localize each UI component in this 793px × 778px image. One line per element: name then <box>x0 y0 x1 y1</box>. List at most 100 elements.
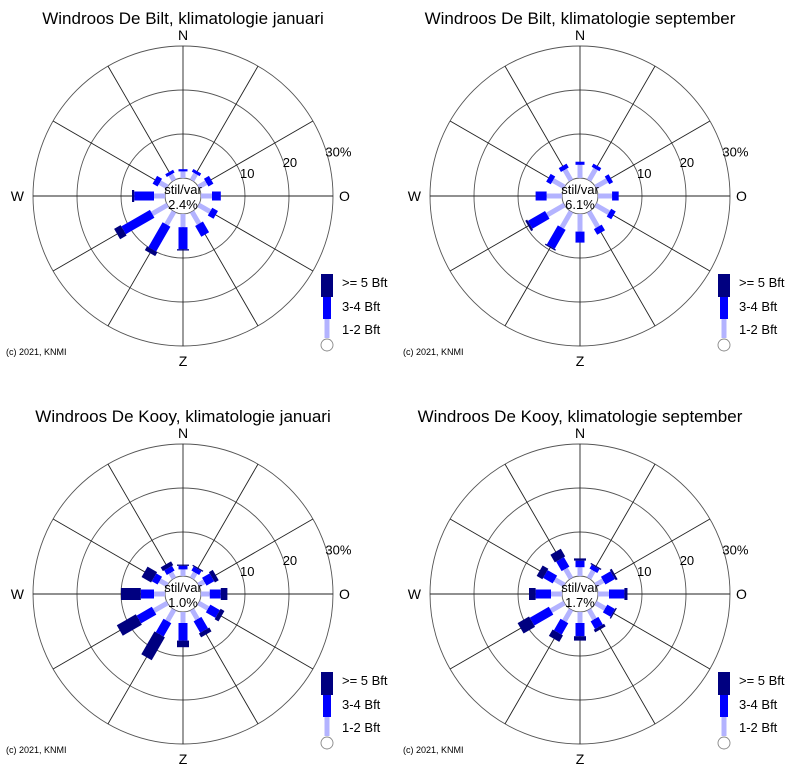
bar-240deg-light <box>547 205 564 215</box>
bar-60deg-moderate <box>204 577 212 581</box>
bar-210deg-light <box>167 212 174 225</box>
legend-label-moderate: 3-4 Bft <box>739 697 778 712</box>
bar-240deg-light <box>152 205 167 214</box>
bar-150deg-light <box>589 212 598 227</box>
compass-west: W <box>408 188 422 204</box>
bar-120deg-light <box>199 603 209 609</box>
bar-300deg-moderate <box>545 574 555 580</box>
grid-spoke <box>192 66 258 180</box>
ring-label: 10 <box>637 166 651 181</box>
compass-north: N <box>178 27 188 43</box>
ring-label: 30% <box>325 543 351 558</box>
bar-30deg-light <box>589 571 593 579</box>
legend-label-strong: >= 5 Bft <box>342 673 388 688</box>
compass-west: W <box>408 586 422 602</box>
legend-label-strong: >= 5 Bft <box>739 673 785 688</box>
legend-swatch-light <box>722 717 727 736</box>
grid-spoke <box>53 121 167 187</box>
bar-330deg-moderate <box>169 172 171 175</box>
compass-north: N <box>575 425 585 441</box>
legend-calm-circle <box>321 339 333 351</box>
bar-30deg-strong <box>596 566 597 567</box>
ring-label: 30% <box>722 543 748 558</box>
bar-120deg-strong <box>218 614 222 616</box>
credit-text: (c) 2021, KNMI <box>6 745 67 755</box>
legend-swatch-strong <box>718 672 730 695</box>
legend-label-light: 1-2 Bft <box>342 322 381 337</box>
chart-title: Windroos De Bilt, klimatologie januari <box>42 9 324 28</box>
bar-300deg-moderate <box>154 577 160 580</box>
calm-label: stil/var <box>561 182 599 197</box>
legend-swatch-strong <box>718 274 730 297</box>
legend-swatch-light <box>325 717 330 736</box>
bar-210deg-light <box>564 610 571 621</box>
bar-300deg-moderate <box>155 180 160 183</box>
calm-value: 6.1% <box>565 197 595 212</box>
bar-330deg-light <box>566 569 572 579</box>
bar-30deg-light <box>192 573 195 579</box>
bar-300deg-strong <box>540 571 546 574</box>
bar-240deg-moderate <box>124 214 153 231</box>
grid-spoke <box>589 66 655 180</box>
legend-label-light: 1-2 Bft <box>342 720 381 735</box>
bar-300deg-moderate <box>548 178 553 181</box>
calm-value: 2.4% <box>168 197 198 212</box>
legend-swatch-light <box>325 319 330 338</box>
legend-swatch-moderate <box>323 695 331 717</box>
grid-spoke <box>192 464 258 578</box>
bar-30deg-moderate <box>593 567 595 571</box>
ring-label: 10 <box>637 564 651 579</box>
compass-north: N <box>178 425 188 441</box>
bar-210deg-strong <box>550 247 551 248</box>
compass-south: Z <box>179 751 188 767</box>
bar-330deg-moderate <box>560 559 566 569</box>
bar-210deg-light <box>562 212 571 228</box>
bar-60deg-strong <box>212 575 216 577</box>
bar-240deg-strong <box>120 620 139 631</box>
legend-swatch-strong <box>321 672 333 695</box>
grid-spoke <box>589 464 655 578</box>
calm-label: stil/var <box>561 580 599 595</box>
grid-spoke <box>450 121 564 187</box>
wind-rose-panel: Windroos De Kooy, klimatologie september… <box>397 398 793 778</box>
grid-spoke <box>108 464 174 578</box>
compass-north: N <box>575 27 585 43</box>
credit-text: (c) 2021, KNMI <box>6 347 67 357</box>
bar-240deg-strong <box>117 230 123 234</box>
bar-240deg-moderate <box>532 611 551 622</box>
bar-60deg-moderate <box>603 575 613 581</box>
bar-60deg-strong <box>613 574 615 575</box>
wind-rose-grid: Windroos De Bilt, klimatologie januari N Z… <box>0 0 793 760</box>
compass-west: W <box>11 586 25 602</box>
calm-value: 1.0% <box>168 595 198 610</box>
bar-330deg-strong <box>556 552 560 560</box>
compass-east: O <box>736 586 747 602</box>
legend-calm-circle <box>718 339 730 351</box>
bar-210deg-moderate <box>551 228 562 247</box>
bar-30deg-strong <box>198 568 199 569</box>
compass-east: O <box>339 586 350 602</box>
bar-240deg-moderate <box>139 611 154 620</box>
bar-30deg-light <box>589 169 596 180</box>
bar-330deg-light <box>171 573 174 579</box>
bar-30deg-moderate <box>195 569 197 573</box>
legend-swatch-moderate <box>720 297 728 319</box>
calm-label: stil/var <box>164 182 202 197</box>
legend-swatch-moderate <box>720 695 728 717</box>
bar-150deg-moderate <box>598 227 601 233</box>
chart-title: Windroos De Kooy, klimatologie januari <box>35 407 330 426</box>
bar-330deg-moderate <box>563 166 565 170</box>
ring-label: 20 <box>680 553 694 568</box>
grid-spoke <box>199 519 313 585</box>
calm-label: stil/var <box>164 580 202 595</box>
ring-label: 20 <box>283 155 297 170</box>
ring-label: 20 <box>283 553 297 568</box>
bar-60deg-moderate <box>206 180 211 183</box>
bar-120deg-moderate <box>609 213 614 216</box>
bar-210deg-light <box>167 610 174 621</box>
compass-east: O <box>339 188 350 204</box>
bar-150deg-light <box>192 212 199 224</box>
bar-150deg-moderate <box>199 224 205 235</box>
